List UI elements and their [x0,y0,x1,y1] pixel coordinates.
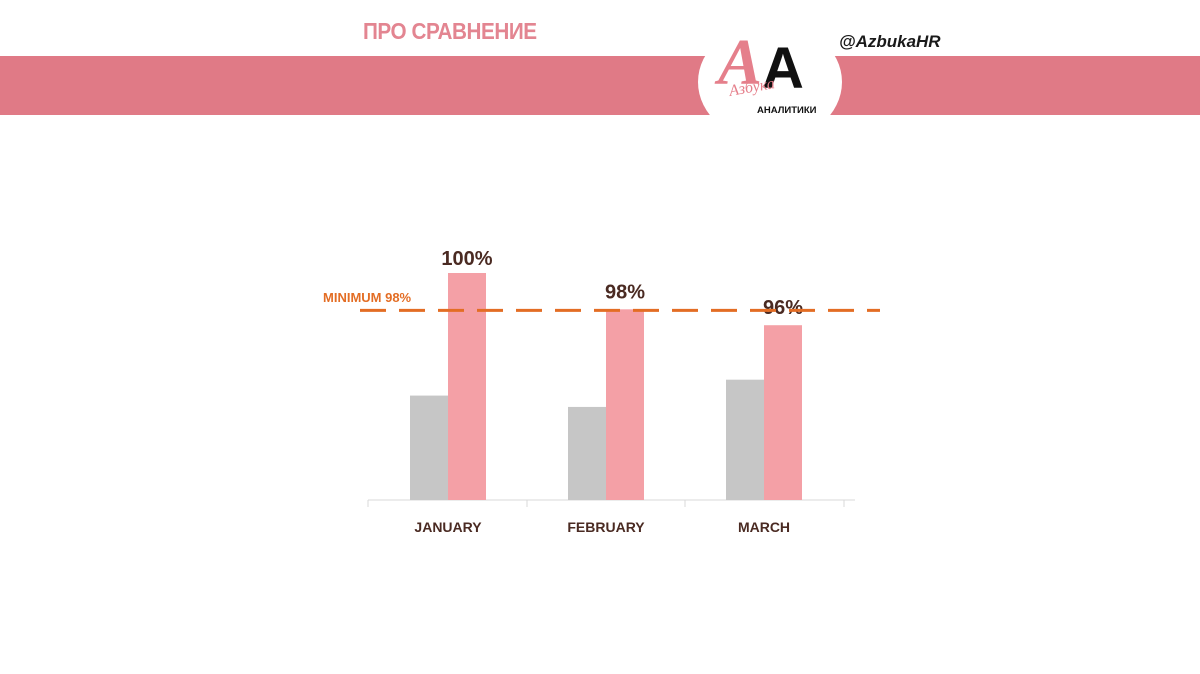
data-label-january: 100% [441,248,492,270]
data-label-march: 96% [763,297,803,319]
bar-series1-february [568,406,606,500]
azbuka-logo: A A Азбука АНАЛИТИКИ [698,22,842,130]
social-handle: @AzbukaHR [839,32,941,51]
header-band [0,56,1200,115]
category-label-february: FEBRUARY [567,519,645,535]
bar-series1-january [410,395,448,500]
category-label-january: JANUARY [414,519,482,535]
data-label-february: 98% [605,281,645,303]
page-title: ПРО СРАВНЕНИЕ [363,18,537,44]
category-label-march: MARCH [738,519,790,535]
logo-circle [698,22,842,130]
logo-letter-black: A [762,36,804,101]
bar-series2-january [448,273,486,500]
logo-subtitle: АНАЛИТИКИ [757,105,817,116]
threshold-label: MINIMUM 98% [323,290,412,305]
bar-series1-march [726,379,764,500]
bar-series2-march [764,325,802,500]
bar-series2-february [606,309,644,500]
logo-letter-pink: A [714,26,762,99]
